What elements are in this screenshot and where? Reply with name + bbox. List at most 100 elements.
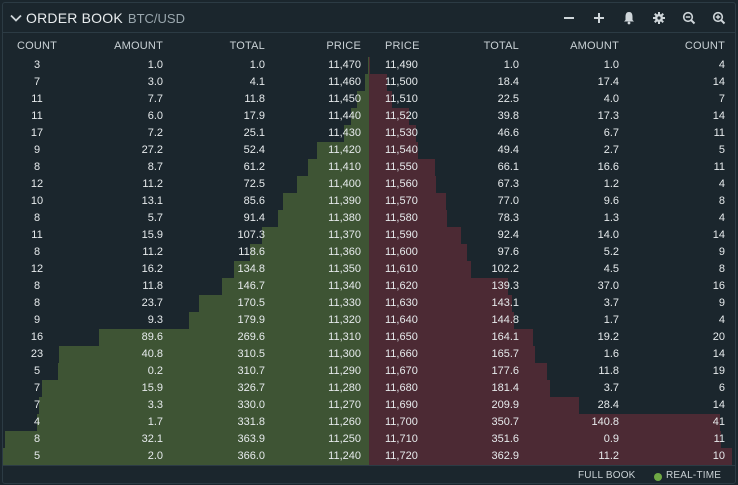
ask-row[interactable]: 11,510 22.5 4.0 7	[369, 91, 735, 108]
bid-amount-cell: 1.0	[147, 59, 163, 71]
ask-row[interactable]: 11,530 46.6 6.7 11	[369, 125, 735, 142]
ask-row[interactable]: 11,660 165.7 1.6 14	[369, 346, 735, 363]
ask-row[interactable]: 11,570 77.0 9.6 8	[369, 193, 735, 210]
ask-amount-cell: 14.0	[597, 229, 619, 241]
ask-count-cell: 7	[718, 93, 725, 105]
ask-row[interactable]: 11,620 139.3 37.0 16	[369, 278, 735, 295]
bid-depth-bar	[351, 108, 369, 125]
ask-row[interactable]: 11,560 67.3 1.2 4	[369, 176, 735, 193]
ask-count-cell: 14	[712, 348, 725, 360]
bid-row[interactable]: 10 13.1 85.6 11,390	[3, 193, 369, 210]
ask-row[interactable]: 11,550 66.1 16.6 11	[369, 159, 735, 176]
bid-count-header: COUNT	[16, 40, 58, 52]
bid-total-cell: 310.7	[237, 365, 265, 377]
bid-amount-cell: 11.2	[142, 178, 163, 190]
bid-row[interactable]: 11 6.0 17.9 11,440	[3, 108, 369, 125]
bid-row[interactable]: 3 1.0 1.0 11,470	[3, 57, 369, 74]
ask-count-cell: 5	[718, 144, 725, 156]
bid-price-cell: 11,310	[328, 331, 361, 343]
zoom-out-icon[interactable]	[681, 10, 697, 26]
bid-row[interactable]: 11 7.7 11.8 11,450	[3, 91, 369, 108]
ask-depth-bar	[369, 91, 392, 108]
plus-icon[interactable]	[591, 10, 607, 26]
bid-row[interactable]: 8 11.2 118.6 11,360	[3, 244, 369, 261]
bid-price-cell: 11,260	[328, 416, 361, 428]
ask-price-cell: 11,660	[385, 348, 418, 360]
ask-total-cell: 97.6	[497, 246, 519, 258]
ask-row[interactable]: 11,540 49.4 2.7 5	[369, 142, 735, 159]
ask-total-cell: 39.8	[497, 110, 519, 122]
minus-icon[interactable]	[561, 10, 577, 26]
ask-row[interactable]: 11,600 97.6 5.2 9	[369, 244, 735, 261]
bid-row[interactable]: 23 40.8 310.5 11,300	[3, 346, 369, 363]
bid-depth-bar	[42, 380, 369, 397]
chevron-down-icon[interactable]	[9, 11, 23, 25]
ask-row[interactable]: 11,500 18.4 17.4 14	[369, 74, 735, 91]
ask-row[interactable]: 11,610 102.2 4.5 8	[369, 261, 735, 278]
ask-price-cell: 11,600	[385, 246, 418, 258]
bid-row[interactable]: 16 89.6 269.6 11,310	[3, 329, 369, 346]
bid-row[interactable]: 8 23.7 170.5 11,330	[3, 295, 369, 312]
bid-row[interactable]: 8 8.7 61.2 11,410	[3, 159, 369, 176]
ask-row[interactable]: 11,590 92.4 14.0 14	[369, 227, 735, 244]
ask-row[interactable]: 11,630 143.1 3.7 9	[369, 295, 735, 312]
bid-row[interactable]: 12 16.2 134.8 11,350	[3, 261, 369, 278]
bid-price-cell: 11,270	[328, 399, 361, 411]
ask-row[interactable]: 11,670 177.6 11.8 19	[369, 363, 735, 380]
bid-row[interactable]: 4 1.7 331.8 11,260	[3, 414, 369, 431]
ask-row[interactable]: 11,710 351.6 0.9 11	[369, 431, 735, 448]
ask-row[interactable]: 11,650 164.1 19.2 20	[369, 329, 735, 346]
bid-depth-bar	[37, 414, 369, 431]
bid-row[interactable]: 8 32.1 363.9 11,250	[3, 431, 369, 448]
ask-price-cell: 11,680	[385, 382, 418, 394]
bid-price-cell: 11,280	[328, 382, 361, 394]
ask-count-cell: 4	[718, 59, 725, 71]
zoom-in-icon[interactable]	[711, 10, 727, 26]
bid-total-cell: 61.2	[243, 161, 265, 173]
bids-list: 3 1.0 1.0 11,470 7 3.0 4.1 11,460 11 7.7 11.8 11,45…	[3, 57, 369, 466]
gear-icon[interactable]	[651, 10, 667, 26]
ask-row[interactable]: 11,520 39.8 17.3 14	[369, 108, 735, 125]
realtime-toggle[interactable]: REAL-TIME	[666, 470, 722, 481]
header-title-group[interactable]: ORDER BOOK BTC/USD	[9, 10, 185, 26]
ask-depth-bar	[369, 397, 579, 414]
ask-row[interactable]: 11,490 1.0 1.0 4	[369, 57, 735, 74]
ask-row[interactable]: 11,640 144.8 1.7 4	[369, 312, 735, 329]
ask-price-cell: 11,500	[385, 76, 418, 88]
bid-depth-bar	[3, 448, 369, 465]
bid-row[interactable]: 9 9.3 179.9 11,320	[3, 312, 369, 329]
full-book-link[interactable]: FULL BOOK	[578, 470, 636, 481]
bid-total-cell: 85.6	[243, 195, 265, 207]
bid-total-cell: 310.5	[237, 348, 265, 360]
ask-row[interactable]: 11,580 78.3 1.3 4	[369, 210, 735, 227]
ask-depth-bar	[369, 312, 514, 329]
bid-amount-cell: 8.7	[147, 161, 163, 173]
ask-row[interactable]: 11,700 350.7 140.8 41	[369, 414, 735, 431]
ask-row[interactable]: 11,680 181.4 3.7 6	[369, 380, 735, 397]
bell-icon[interactable]	[621, 10, 637, 26]
ask-price-cell: 11,710	[385, 433, 418, 445]
bid-total-cell: 11.8	[244, 93, 265, 105]
bid-row[interactable]: 7 3.3 330.0 11,270	[3, 397, 369, 414]
bid-row[interactable]: 7 3.0 4.1 11,460	[3, 74, 369, 91]
bid-row[interactable]: 8 5.7 91.4 11,380	[3, 210, 369, 227]
bid-row[interactable]: 8 11.8 146.7 11,340	[3, 278, 369, 295]
bid-row[interactable]: 5 2.0 366.0 11,240	[3, 448, 369, 465]
bid-row[interactable]: 17 7.2 25.1 11,430	[3, 125, 369, 142]
bid-count-cell: 8	[33, 280, 41, 292]
bid-row[interactable]: 5 0.2 310.7 11,290	[3, 363, 369, 380]
ask-total-cell: 1.0	[503, 59, 519, 71]
bid-depth-bar	[364, 74, 369, 91]
ask-price-cell: 11,610	[385, 263, 418, 275]
bid-depth-bar	[198, 295, 369, 312]
ask-row[interactable]: 11,690 209.9 28.4 14	[369, 397, 735, 414]
ask-depth-bar	[369, 346, 535, 363]
bid-row[interactable]: 12 11.2 72.5 11,400	[3, 176, 369, 193]
ask-row[interactable]: 11,720 362.9 11.2 10	[369, 448, 735, 465]
bid-row[interactable]: 7 15.9 326.7 11,280	[3, 380, 369, 397]
bid-total-cell: 326.7	[237, 382, 265, 394]
bid-row[interactable]: 11 15.9 107.3 11,370	[3, 227, 369, 244]
ask-depth-bar	[369, 210, 448, 227]
ask-depth-bar	[369, 261, 472, 278]
bid-row[interactable]: 9 27.2 52.4 11,420	[3, 142, 369, 159]
